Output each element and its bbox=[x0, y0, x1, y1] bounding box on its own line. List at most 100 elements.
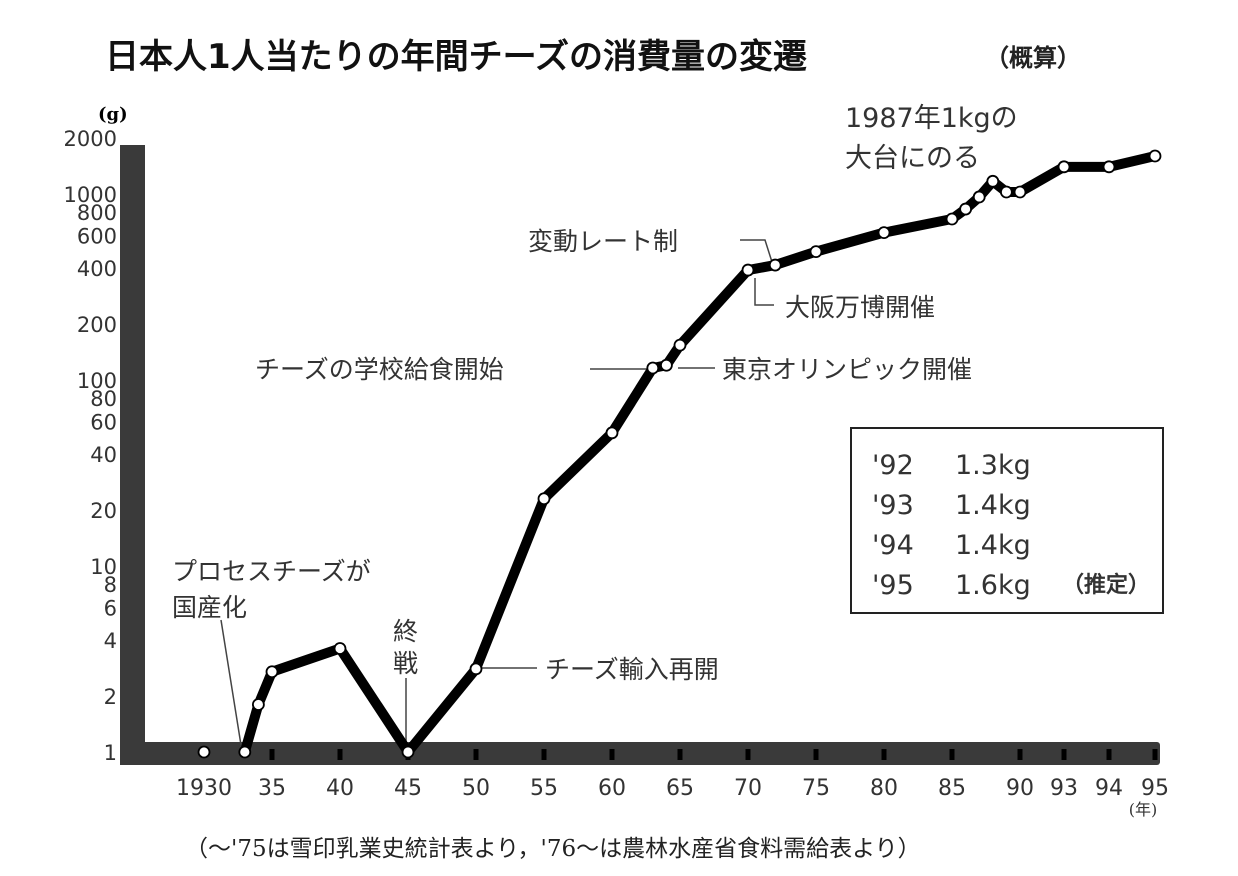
x-tick-label: 70 bbox=[734, 776, 762, 801]
y-tick-label: 6 bbox=[104, 596, 117, 620]
x-tick-mark bbox=[677, 749, 683, 760]
x-axis-unit: (年) bbox=[1129, 800, 1158, 819]
data-point bbox=[673, 338, 687, 352]
data-point bbox=[741, 263, 755, 277]
y-tick-label: 2000 bbox=[64, 127, 117, 151]
y-axis-bar bbox=[120, 145, 145, 765]
y-tick-label: 10 bbox=[90, 555, 117, 579]
y-tick-label: 80 bbox=[90, 387, 117, 411]
x-tick-label: 35 bbox=[258, 776, 286, 801]
data-point bbox=[945, 212, 959, 226]
data-point bbox=[1000, 185, 1013, 199]
data-point bbox=[986, 174, 1000, 188]
x-tick-label: 1930 bbox=[176, 776, 232, 801]
y-tick-label: 800 bbox=[77, 201, 117, 225]
x-tick-mark bbox=[813, 749, 819, 760]
inset-value: 1.3kg bbox=[955, 450, 1031, 481]
inset-year: '92 bbox=[872, 450, 914, 481]
x-tick-label: 95 bbox=[1141, 776, 1169, 801]
inset-year: '95 bbox=[872, 570, 914, 601]
data-point bbox=[605, 426, 619, 440]
x-tick-label: 94 bbox=[1095, 776, 1123, 801]
inset-table: '92 1.3kg '93 1.4kg '94 1.4kg '95 1.6kg … bbox=[850, 427, 1164, 614]
inset-value: 1.4kg bbox=[955, 490, 1031, 521]
y-tick-label: 400 bbox=[77, 257, 117, 281]
data-point bbox=[469, 662, 483, 676]
inset-value: 1.4kg bbox=[955, 530, 1031, 561]
annotation-processed-cheese-2: 国産化 bbox=[172, 593, 247, 622]
data-point bbox=[1148, 149, 1162, 163]
annotation-war-end-1: 終 bbox=[393, 617, 418, 646]
y-tick-label: 1000 bbox=[64, 183, 117, 207]
x-axis-bar bbox=[120, 742, 1160, 765]
x-tick-label: 55 bbox=[530, 776, 558, 801]
annotation-milestone-2: 大台にのる bbox=[845, 143, 980, 174]
data-point bbox=[238, 745, 252, 759]
inset-value: 1.6kg bbox=[955, 570, 1031, 601]
data-point bbox=[1102, 160, 1116, 174]
inset-estimate-note: （推定） bbox=[1062, 572, 1150, 598]
data-point bbox=[660, 358, 673, 372]
y-tick-label: 4 bbox=[104, 629, 117, 653]
chart-subtitle: （概算） bbox=[985, 43, 1081, 72]
x-tick-mark bbox=[949, 749, 955, 760]
data-point bbox=[265, 665, 279, 679]
x-tick-label: 45 bbox=[394, 776, 422, 801]
annotation-tokyo-olympics: 東京オリンピック開催 bbox=[722, 355, 972, 384]
x-tick-label: 60 bbox=[598, 776, 626, 801]
inset-table-border bbox=[850, 427, 1164, 614]
y-tick-label: 100 bbox=[77, 369, 117, 393]
data-point bbox=[1013, 185, 1027, 199]
x-tick-label: 93 bbox=[1050, 776, 1078, 801]
x-tick-labels: 1930 35 40 45 50 55 60 65 70 75 80 85 90 93 94 95 bbox=[176, 749, 1169, 801]
data-point bbox=[251, 698, 265, 711]
y-tick-label: 200 bbox=[77, 313, 117, 337]
x-tick-mark bbox=[609, 749, 615, 760]
data-point bbox=[768, 258, 782, 272]
x-tick-mark bbox=[745, 749, 751, 760]
data-point bbox=[401, 745, 415, 759]
leader-osaka-expo bbox=[754, 278, 774, 306]
data-point bbox=[972, 190, 986, 204]
annotation-floating-rate: 変動レート制 bbox=[528, 227, 678, 256]
annotation-war-end-2: 戦 bbox=[393, 649, 418, 678]
x-tick-mark bbox=[1017, 749, 1023, 760]
annotation-school-lunch: チーズの学校給食開始 bbox=[255, 355, 504, 384]
x-tick-label: 65 bbox=[666, 776, 694, 801]
series-line bbox=[197, 149, 1162, 759]
x-tick-label: 90 bbox=[1006, 776, 1034, 801]
data-point bbox=[537, 492, 551, 506]
x-tick-mark bbox=[1061, 749, 1067, 760]
x-tick-mark bbox=[541, 749, 547, 760]
inset-year: '93 bbox=[872, 490, 914, 521]
data-point bbox=[877, 226, 891, 240]
annotation-milestone-1: 1987年1kgの bbox=[845, 103, 1018, 134]
y-tick-label: 40 bbox=[90, 443, 117, 467]
y-tick-label: 600 bbox=[77, 224, 117, 248]
x-tick-label: 75 bbox=[802, 776, 830, 801]
chart-title: 日本人1人当たりの年間チーズの消費量の変遷 bbox=[105, 37, 807, 77]
x-tick-label: 50 bbox=[462, 776, 490, 801]
x-tick-mark bbox=[337, 749, 343, 760]
inset-year: '94 bbox=[872, 530, 914, 561]
x-tick-mark bbox=[473, 749, 479, 760]
source-note: （～'75は雪印乳業史統計表より，'76～は農林水産省食料需給表より） bbox=[185, 836, 921, 862]
x-tick-label: 40 bbox=[326, 776, 354, 801]
y-axis-unit: (g) bbox=[98, 104, 128, 125]
y-tick-label: 20 bbox=[90, 499, 117, 523]
x-tick-label: 85 bbox=[938, 776, 966, 801]
data-point bbox=[646, 361, 660, 375]
x-tick-mark bbox=[881, 749, 887, 760]
y-tick-label: 60 bbox=[90, 410, 117, 434]
y-tick-label: 1 bbox=[104, 741, 117, 765]
annotation-processed-cheese-1: プロセスチーズが bbox=[172, 557, 371, 586]
x-tick-label: 80 bbox=[870, 776, 898, 801]
annotation-import-resumed: チーズ輸入再開 bbox=[545, 655, 719, 684]
x-tick-mark bbox=[1106, 749, 1112, 760]
leader-processed-cheese bbox=[220, 619, 242, 746]
data-point bbox=[809, 245, 823, 259]
annotation-osaka-expo: 大阪万博開催 bbox=[785, 293, 935, 322]
data-point bbox=[333, 642, 347, 655]
